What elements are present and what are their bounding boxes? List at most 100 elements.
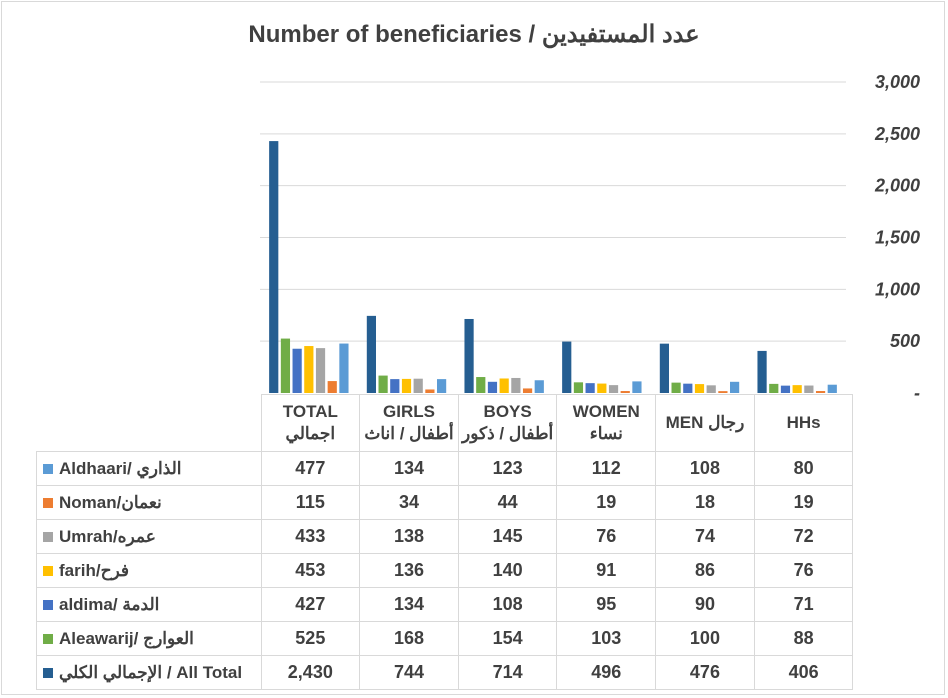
bar <box>562 341 572 393</box>
category-label: WOMEN نساء <box>556 394 657 452</box>
bar <box>413 378 423 393</box>
data-label: 103 <box>556 621 657 656</box>
series-name: الإجمالي الكلي / All Total <box>59 662 243 682</box>
category-label: GIRLS أطفال / اناث <box>359 394 459 452</box>
bar <box>730 381 740 393</box>
data-label: 134 <box>359 451 459 486</box>
bar <box>269 141 279 393</box>
chart-title: Number of beneficiaries / عدد المستفيدين <box>248 21 700 48</box>
bar <box>804 385 814 393</box>
y-tick-label: 2,000 <box>874 176 920 196</box>
data-label: 72 <box>753 519 854 554</box>
bar <box>780 385 791 393</box>
bar <box>401 378 412 393</box>
data-label: 496 <box>556 655 657 690</box>
data-label: 90 <box>655 587 755 622</box>
legend-swatch <box>43 566 53 577</box>
category-label: MEN رجال <box>655 394 755 452</box>
data-table: TOTAL اجمالي GIRLS أطفال / اناث BOYS أطفال / … <box>36 394 854 690</box>
bar <box>378 375 388 393</box>
category-label-ar: اجمالي <box>285 424 336 443</box>
category-label-en: TOTAL <box>282 402 338 421</box>
bar <box>718 391 728 393</box>
data-label: 76 <box>556 519 657 554</box>
table-row: aldima/ الدمة 427 134 108 95 90 71 <box>36 587 854 622</box>
legend-swatch <box>43 634 53 645</box>
data-label: 18 <box>655 485 755 520</box>
category-label: HHs <box>753 394 854 452</box>
data-label: 44 <box>457 485 558 520</box>
table-row: Noman/نعمان 115 34 44 19 18 19 <box>36 485 854 520</box>
bar <box>390 379 400 393</box>
legend-entry: aldima/ الدمة <box>36 587 262 622</box>
bar <box>757 350 767 393</box>
table-row: Aldhaari/ الذاري 477 134 123 112 108 80 <box>36 451 854 486</box>
series-name: Noman/نعمان <box>59 492 162 512</box>
data-label: 34 <box>359 485 459 520</box>
bar <box>827 384 837 393</box>
bar <box>476 377 486 393</box>
series-name: Aleawarij/ العوارج <box>59 628 194 648</box>
data-label: 140 <box>457 553 558 588</box>
category-label-en: GIRLS <box>383 402 435 421</box>
bar <box>425 389 435 393</box>
category-label-ar: أطفال / ذكور <box>462 424 554 443</box>
data-label: 134 <box>359 587 459 622</box>
y-tick-label: 2,500 <box>874 124 920 144</box>
bar <box>683 383 693 393</box>
data-label: 112 <box>556 451 657 486</box>
series-name: Umrah/عمره <box>59 526 156 546</box>
category-label-en: HHs <box>786 413 821 432</box>
bar <box>522 388 533 393</box>
data-label: 168 <box>359 621 459 656</box>
category-label-en: BOYS <box>483 402 532 421</box>
table-corner <box>36 394 262 452</box>
bar <box>437 379 447 393</box>
data-label: 100 <box>655 621 755 656</box>
series-name: aldima/ الدمة <box>59 594 160 614</box>
data-label: 88 <box>753 621 854 656</box>
data-label: 86 <box>655 553 755 588</box>
y-tick-label: 1,500 <box>875 228 920 248</box>
bar <box>327 381 337 393</box>
data-label: 108 <box>655 451 755 486</box>
data-label: 145 <box>457 519 558 554</box>
series-name: farih/فرح <box>59 560 130 580</box>
data-label: 477 <box>260 451 361 486</box>
legend-entry: Umrah/عمره <box>36 519 262 554</box>
bar <box>585 383 595 393</box>
bar <box>659 343 669 393</box>
bar <box>534 380 544 393</box>
legend-entry: Aleawarij/ العوارج <box>36 621 262 656</box>
category-label: BOYS أطفال / ذكور <box>457 394 558 452</box>
category-label-en: WOMEN <box>572 402 640 421</box>
category-label-ar: نساء <box>589 424 623 443</box>
data-label: 714 <box>457 655 558 690</box>
data-label: 476 <box>655 655 755 690</box>
bar <box>487 381 498 393</box>
data-label: 138 <box>359 519 459 554</box>
data-label: 136 <box>359 553 459 588</box>
bar <box>597 383 607 393</box>
category-label-en: MEN رجال <box>665 413 745 432</box>
legend-swatch <box>43 668 53 679</box>
bar <box>792 385 802 393</box>
legend-swatch <box>43 600 53 611</box>
table-row: Umrah/عمره 433 138 145 76 74 72 <box>36 519 854 554</box>
legend-swatch <box>43 532 53 543</box>
bar <box>366 315 376 393</box>
bar <box>304 346 314 393</box>
data-label: 19 <box>753 485 854 520</box>
data-label: 427 <box>260 587 361 622</box>
legend-swatch <box>43 464 53 475</box>
table-row: farih/فرح 453 136 140 91 86 76 <box>36 553 854 588</box>
data-label: 108 <box>457 587 558 622</box>
table-row: الإجمالي الكلي / All Total 2,430 744 714 496… <box>36 655 854 690</box>
data-label: 115 <box>260 485 361 520</box>
table-row: Aleawarij/ العوارج 525 168 154 103 100 88 <box>36 621 854 656</box>
y-tick-label: 1,000 <box>875 279 920 299</box>
data-label: 453 <box>260 553 361 588</box>
bar <box>769 383 779 393</box>
bar <box>706 385 716 393</box>
